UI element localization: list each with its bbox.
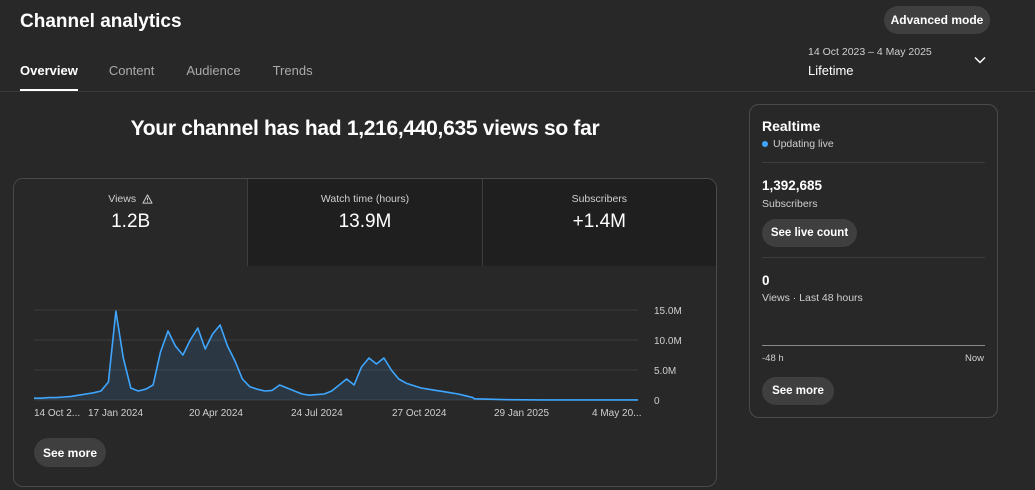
live-status: Updating live	[762, 138, 834, 150]
metric-value-subscribers: +1.4M	[572, 211, 626, 232]
realtime-see-more-button[interactable]: See more	[762, 377, 834, 405]
views-line	[34, 310, 638, 401]
warning-icon[interactable]	[142, 194, 153, 204]
tab-overview[interactable]: Overview	[20, 63, 78, 91]
realtime-subscribers-label: Subscribers	[762, 198, 818, 210]
y-tick-label: 5.0M	[654, 366, 676, 377]
advanced-mode-button[interactable]: Advanced mode	[884, 6, 990, 34]
tab-bar: Overview Content Audience Trends	[20, 63, 345, 91]
date-range-text: 14 Oct 2023 – 4 May 2025	[808, 46, 932, 58]
x-tick-label: 24 Jul 2024	[291, 408, 343, 419]
live-dot-icon	[762, 141, 768, 147]
views-chart: 0 5.0M 10.0M 15.0M 14 Oct 2... 17 Jan 2024 20 …	[33, 306, 682, 419]
realtime-axis-end: Now	[964, 353, 984, 364]
overview-card: Views 1.2B Watch time (hours) 13.9M Subs…	[13, 178, 717, 487]
views-area	[34, 311, 638, 400]
y-tick-label: 0	[654, 396, 660, 407]
y-tick-label: 15.0M	[654, 306, 682, 317]
header-divider	[0, 91, 1035, 92]
tab-content[interactable]: Content	[108, 63, 155, 78]
date-range-picker[interactable]: 14 Oct 2023 – 4 May 2025 Lifetime	[808, 46, 998, 82]
metric-tab-subscribers[interactable]: Subscribers +1.4M	[482, 179, 716, 266]
views-headline: Your channel has had 1,216,440,635 views…	[130, 117, 600, 140]
realtime-card: Realtime Updating live 1,392,685 Subscri…	[749, 104, 998, 418]
y-tick-label: 10.0M	[654, 336, 682, 347]
metric-tab-views[interactable]: Views 1.2B	[14, 179, 249, 266]
metric-tab-watch-time[interactable]: Watch time (hours) 13.9M	[248, 179, 483, 266]
x-tick-label: 4 May 20...	[592, 408, 641, 419]
page-title: Channel analytics	[20, 11, 182, 32]
metric-value-watch-time: 13.9M	[338, 211, 392, 232]
realtime-axis-start: -48 h	[762, 353, 784, 364]
x-tick-label: 14 Oct 2...	[34, 408, 80, 419]
x-tick-label: 29 Jan 2025	[494, 408, 549, 419]
metric-label-watch-time: Watch time (hours)	[320, 193, 410, 205]
x-tick-label: 20 Apr 2024	[189, 408, 243, 419]
divider	[762, 257, 985, 258]
realtime-title: Realtime	[762, 118, 821, 134]
realtime-subscribers-value: 1,392,685	[762, 178, 823, 193]
tab-trends[interactable]: Trends	[272, 63, 313, 78]
see-live-count-button[interactable]: See live count	[762, 219, 857, 247]
metric-label-views: Views	[14, 193, 247, 205]
metric-label-text: Views	[108, 193, 137, 205]
tab-audience[interactable]: Audience	[186, 63, 241, 78]
realtime-chart-baseline	[762, 345, 985, 346]
divider	[762, 162, 985, 163]
metric-tabs: Views 1.2B Watch time (hours) 13.9M Subs…	[14, 179, 716, 266]
realtime-views-value: 0	[762, 273, 770, 288]
x-tick-label: 27 Oct 2024	[392, 408, 447, 419]
live-status-text: Updating live	[773, 138, 834, 150]
metric-label-subscribers: Subscribers	[571, 193, 628, 205]
metric-value-views: 1.2B	[111, 211, 151, 232]
x-tick-label: 17 Jan 2024	[88, 408, 143, 419]
see-more-button[interactable]: See more	[34, 438, 106, 467]
realtime-views-label: Views · Last 48 hours	[762, 292, 863, 304]
chevron-down-icon	[974, 56, 986, 64]
date-range-label: Lifetime	[808, 63, 854, 78]
